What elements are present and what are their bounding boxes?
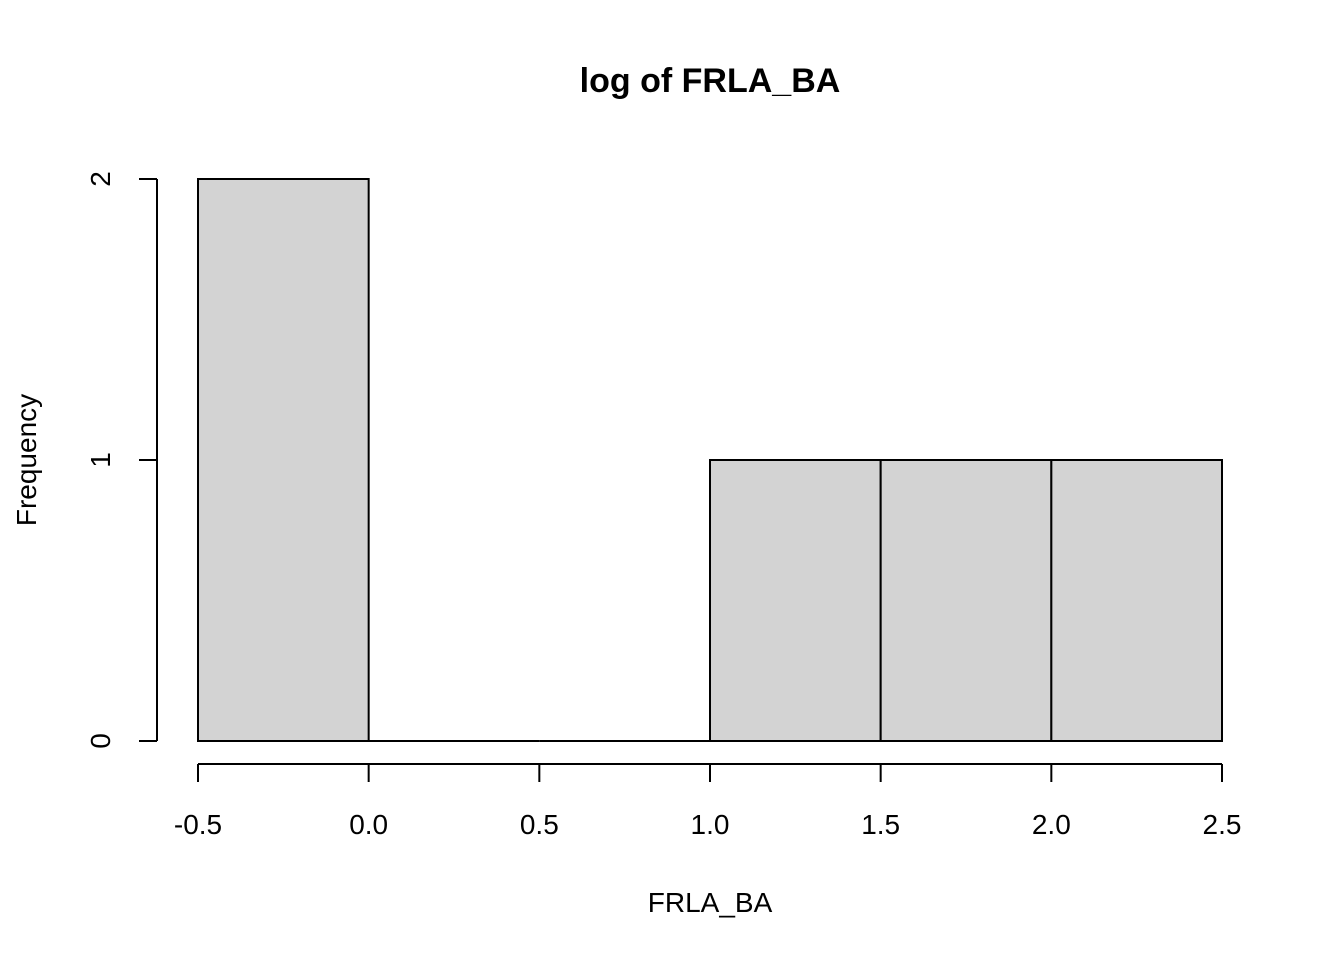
x-tick-label-0: -0.5: [174, 809, 222, 840]
chart-title: log of FRLA_BA: [580, 62, 841, 100]
y-tick-label-0: 0: [85, 733, 116, 749]
histogram-bar-0: [197, 178, 370, 742]
x-axis: -0.5 0.0 0.5 1.0 1.5 2.0 2.5: [174, 763, 1242, 840]
histogram-bar-4: [879, 459, 1053, 742]
histogram-bar-3: [709, 459, 882, 742]
x-tick-label-6: 2.5: [1203, 809, 1242, 840]
y-ticks: 0 1 2: [85, 171, 157, 749]
x-axis-label: FRLA_BA: [648, 887, 773, 918]
x-tick-label-5: 2.0: [1032, 809, 1071, 840]
y-tick-label-2: 2: [85, 171, 116, 187]
x-tick-label-3: 1.0: [691, 809, 730, 840]
histogram-bars: [197, 178, 1224, 742]
x-tick-label-1: 0.0: [349, 809, 388, 840]
histogram-bar-5: [1050, 459, 1224, 742]
x-tick-label-2: 0.5: [520, 809, 559, 840]
x-ticks: -0.5 0.0 0.5 1.0 1.5 2.0 2.5: [174, 764, 1242, 840]
y-tick-label-1: 1: [85, 452, 116, 468]
y-axis-label: Frequency: [11, 394, 42, 526]
y-axis: 0 1 2: [85, 171, 158, 749]
x-tick-label-4: 1.5: [861, 809, 900, 840]
